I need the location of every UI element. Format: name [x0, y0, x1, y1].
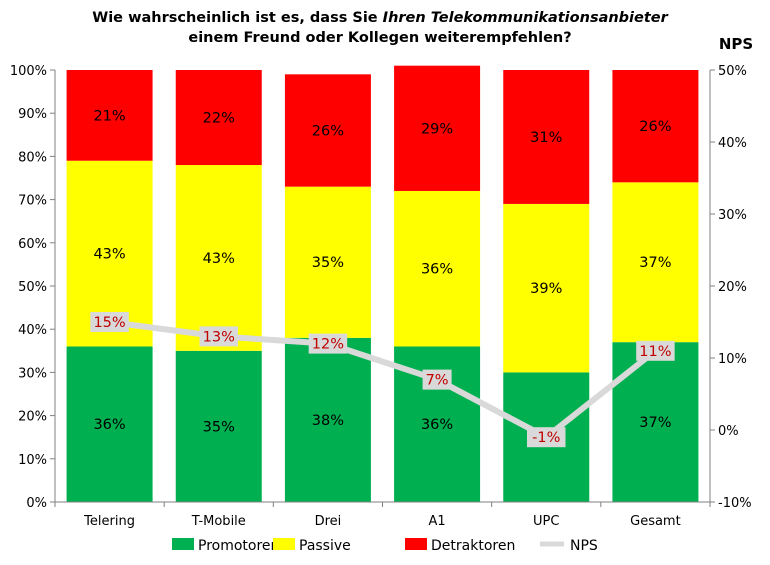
- nps-data-label: 11%: [639, 344, 671, 360]
- bar-passive-a1: [394, 190, 481, 347]
- y-right-tick-label: 10%: [718, 352, 747, 367]
- y-right-tick-label: 50%: [718, 64, 747, 79]
- y-right-axis-title: NPS: [719, 35, 753, 53]
- y-left-tick-label: 70%: [18, 194, 47, 209]
- y-left-tick-label: 100%: [10, 64, 47, 79]
- nps-data-label: -1%: [532, 430, 560, 446]
- nps-label-box: [527, 427, 566, 448]
- y-right-tick-label: 20%: [718, 280, 747, 295]
- x-tick-label: Drei: [315, 514, 342, 529]
- bar-detraktoren-t-mobile: [175, 70, 262, 166]
- nps-data-label: 12%: [312, 337, 344, 353]
- nps-series: 15% 13% 12% 7% -1% 11%: [90, 312, 675, 448]
- bar-passive-t-mobile: [175, 165, 262, 351]
- title-line-1-italic: Ihren Telekommunikationsanbieter: [382, 10, 668, 26]
- nps-label-box: [199, 326, 238, 347]
- data-label-passive: 36%: [421, 262, 453, 278]
- title-line-2: einem Freund oder Kollegen weiterempfehl…: [188, 30, 572, 46]
- x-tick-label: A1: [428, 514, 445, 529]
- nps-label-box: [422, 369, 452, 390]
- y-right-tick-label: -10%: [718, 496, 752, 511]
- y-left-tick-label: 10%: [18, 453, 47, 468]
- bar-passive-upc: [503, 203, 590, 373]
- y-left-tick-label: 30%: [18, 366, 47, 381]
- legend-label-promotoren: Promotoren: [198, 538, 279, 554]
- bar-detraktoren-upc: [503, 70, 590, 204]
- nps-data-label: 7%: [426, 373, 449, 389]
- data-label-detraktoren: 22%: [203, 111, 235, 127]
- nps-data-label: 15%: [93, 315, 125, 331]
- nps-data-label: 13%: [203, 329, 235, 345]
- data-label-detraktoren: 26%: [639, 119, 671, 135]
- y-left-tick-label: 40%: [18, 323, 47, 338]
- legend-swatch-detraktoren: [405, 538, 427, 550]
- data-label-detraktoren: 21%: [93, 108, 125, 124]
- bar-detraktoren-gesamt: [612, 70, 699, 183]
- data-label-passive: 37%: [639, 255, 671, 271]
- x-tick-label: Gesamt: [630, 514, 681, 529]
- bar-passive-gesamt: [612, 182, 699, 343]
- bar-detraktoren-telering: [66, 70, 153, 161]
- x-tick-label: Telering: [83, 514, 135, 529]
- data-label-detraktoren: 29%: [421, 121, 453, 137]
- data-label-detraktoren: 26%: [312, 123, 344, 139]
- nps-label-box: [636, 340, 675, 361]
- data-label-passive: 43%: [93, 247, 125, 263]
- y-left-tick-label: 80%: [18, 150, 47, 165]
- bar-promotoren-telering: [66, 346, 153, 502]
- legend: Promotoren Passive Detraktoren NPS: [172, 538, 598, 554]
- y-left-tick-label: 20%: [18, 410, 47, 425]
- legend-label-detraktoren: Detraktoren: [431, 538, 515, 554]
- bar-promotoren-drei: [284, 337, 371, 502]
- legend-label-nps: NPS: [570, 538, 598, 554]
- data-label-promotoren: 35%: [203, 419, 235, 435]
- data-label-promotoren: 36%: [421, 417, 453, 433]
- y-right-tick-label: 30%: [718, 208, 747, 223]
- y-left-tick-label: 50%: [18, 280, 47, 295]
- title-line-1-text: Wie wahrscheinlich ist es, dass Sie: [92, 10, 383, 26]
- legend-label-passive: Passive: [299, 538, 351, 554]
- bar-detraktoren-a1: [394, 65, 481, 191]
- y-left-tick-label: 90%: [18, 107, 47, 122]
- bar-passive-drei: [284, 186, 371, 338]
- y-left-tick-label: 60%: [18, 237, 47, 252]
- x-tick-label: T-Mobile: [191, 514, 246, 529]
- data-label-promotoren: 38%: [312, 413, 344, 429]
- bar-promotoren-gesamt: [612, 342, 699, 502]
- bars: 36%43%21%35%43%22%38%35%26%36%36%29%30%3…: [66, 65, 699, 502]
- y-right-tick-label: 0%: [718, 424, 739, 439]
- data-label-detraktoren: 31%: [530, 130, 562, 146]
- chart-title: Wie wahrscheinlich ist es, dass Sie Ihre…: [60, 8, 700, 48]
- bar-promotoren-t-mobile: [175, 350, 262, 502]
- data-label-passive: 39%: [530, 281, 562, 297]
- data-label-promotoren: 37%: [639, 415, 671, 431]
- nps-label-box: [90, 312, 129, 332]
- y-left-tick-label: 0%: [26, 496, 47, 511]
- legend-swatch-passive: [273, 538, 295, 550]
- data-label-promotoren: 36%: [93, 417, 125, 433]
- bar-detraktoren-drei: [284, 74, 371, 187]
- x-tick-label: UPC: [533, 514, 559, 529]
- title-line-1: Wie wahrscheinlich ist es, dass Sie Ihre…: [60, 8, 700, 28]
- axes: Telering T-Mobile Drei A1 UPC Gesamt 0% 10% 20% 3…: [10, 35, 753, 529]
- nps-label-box: [308, 333, 348, 354]
- data-label-passive: 35%: [312, 255, 344, 271]
- legend-swatch-promotoren: [172, 538, 194, 550]
- data-label-passive: 43%: [203, 251, 235, 267]
- y-right-tick-label: 40%: [718, 136, 747, 151]
